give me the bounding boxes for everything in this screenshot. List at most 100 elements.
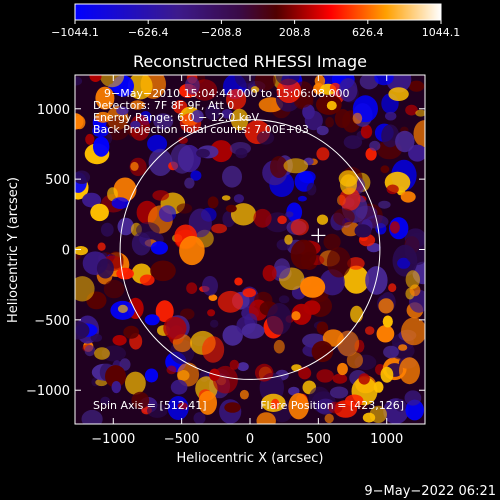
emission-blob bbox=[163, 316, 187, 340]
emission-blob bbox=[400, 191, 416, 203]
emission-blob bbox=[130, 161, 139, 171]
emission-blob bbox=[96, 258, 114, 279]
emission-blob bbox=[316, 147, 330, 161]
emission-blob bbox=[148, 148, 173, 176]
emission-blob bbox=[273, 258, 291, 279]
emission-blob bbox=[221, 195, 231, 201]
emission-blob bbox=[325, 116, 334, 128]
emission-blob bbox=[388, 283, 397, 293]
emission-blob bbox=[397, 257, 411, 269]
emission-blob bbox=[155, 300, 174, 323]
emission-blob bbox=[75, 76, 83, 86]
emission-blob bbox=[212, 365, 238, 394]
chart-title: Reconstructed RHESSI Image bbox=[133, 52, 367, 71]
emission-blob bbox=[130, 120, 141, 129]
emission-blob bbox=[408, 80, 425, 92]
emission-blob bbox=[90, 333, 103, 342]
emission-blob bbox=[150, 260, 176, 282]
emission-blob bbox=[328, 401, 343, 414]
axis-ticks: −1000 −500 0 500 1000 −1000 −500 0 500 1000 bbox=[26, 75, 425, 447]
emission-blob bbox=[386, 184, 399, 195]
emission-blob bbox=[158, 205, 177, 223]
emission-blob bbox=[369, 405, 387, 423]
emission-blob bbox=[266, 303, 292, 335]
emission-blob bbox=[82, 192, 102, 208]
emission-blob bbox=[290, 218, 309, 236]
emission-blob bbox=[380, 366, 394, 383]
emission-blob bbox=[340, 174, 357, 195]
emission-blob bbox=[105, 365, 126, 388]
emission-blob bbox=[131, 391, 150, 409]
emission-blob bbox=[365, 147, 377, 161]
emission-blob bbox=[235, 148, 248, 159]
emission-blob bbox=[276, 78, 302, 104]
emission-blob bbox=[196, 148, 210, 158]
x-axis-label: Heliocentric X (arcsec) bbox=[177, 451, 324, 466]
emission-blob bbox=[111, 381, 122, 394]
emission-blob bbox=[298, 170, 316, 184]
emission-blob bbox=[297, 195, 307, 202]
flare-position-text: Flare Position = [423,126] bbox=[260, 399, 404, 412]
emission-blob bbox=[224, 402, 241, 413]
emission-blob bbox=[184, 76, 200, 95]
emission-blob bbox=[211, 223, 228, 234]
y-tick-label: −1000 bbox=[26, 384, 70, 399]
emission-blob bbox=[130, 100, 146, 110]
emission-blob bbox=[210, 319, 219, 328]
emission-blob bbox=[75, 321, 90, 340]
emission-blob bbox=[273, 339, 285, 354]
emission-blob bbox=[75, 113, 84, 130]
emission-blob bbox=[131, 232, 152, 256]
emission-blob bbox=[147, 403, 168, 418]
emission-blob bbox=[256, 131, 275, 145]
emission-blob bbox=[90, 203, 109, 222]
colorbar-tick-label: −208.8 bbox=[201, 26, 242, 39]
emission-blob bbox=[380, 165, 390, 174]
y-tick-label: 0 bbox=[62, 244, 70, 259]
emission-blob bbox=[241, 323, 265, 339]
emission-blob bbox=[75, 253, 81, 260]
emission-blob bbox=[166, 365, 177, 375]
emission-blob bbox=[176, 203, 193, 214]
emission-blob bbox=[186, 282, 198, 295]
emission-blob bbox=[262, 265, 277, 282]
emission-blob bbox=[404, 232, 425, 266]
emission-blob bbox=[112, 335, 127, 346]
emission-blob bbox=[360, 124, 373, 139]
emission-blob bbox=[291, 311, 301, 321]
emission-blob bbox=[254, 75, 276, 91]
time-range-text: 9−May−2010 15:04:44.000 to 15:06:08.000 bbox=[104, 87, 350, 100]
emission-blob bbox=[94, 347, 110, 360]
colorbar-tick-label: 1044.1 bbox=[422, 26, 461, 39]
emission-blob bbox=[359, 75, 379, 90]
emission-blob bbox=[271, 398, 280, 410]
emission-blob bbox=[338, 78, 358, 102]
timestamp-footer: 9−May−2022 06:21 bbox=[364, 484, 496, 499]
emission-blob bbox=[365, 326, 375, 335]
emission-blob bbox=[167, 396, 189, 420]
emission-blob bbox=[85, 133, 95, 145]
emission-blob bbox=[84, 345, 96, 357]
emission-blob bbox=[226, 89, 247, 110]
emission-blob bbox=[288, 393, 310, 420]
emission-blob bbox=[75, 170, 91, 184]
emission-blob bbox=[332, 373, 348, 384]
emission-blob bbox=[123, 325, 140, 339]
emission-blob bbox=[374, 75, 394, 86]
emission-blob bbox=[324, 413, 334, 424]
y-tick-label: −500 bbox=[34, 314, 70, 329]
emission-blob bbox=[75, 246, 88, 256]
emission-blob bbox=[405, 104, 418, 116]
emission-blob bbox=[250, 86, 260, 93]
emission-blob bbox=[275, 75, 300, 86]
emission-blob bbox=[300, 276, 326, 298]
colorbar bbox=[74, 3, 442, 21]
emission-blob bbox=[334, 109, 351, 128]
emission-blob bbox=[284, 234, 293, 245]
emission-blob bbox=[107, 187, 118, 202]
emission-blob bbox=[242, 288, 256, 298]
emission-blob bbox=[306, 183, 317, 196]
emission-blob bbox=[253, 208, 272, 228]
emission-blob bbox=[337, 362, 348, 376]
emission-blob bbox=[207, 196, 219, 209]
